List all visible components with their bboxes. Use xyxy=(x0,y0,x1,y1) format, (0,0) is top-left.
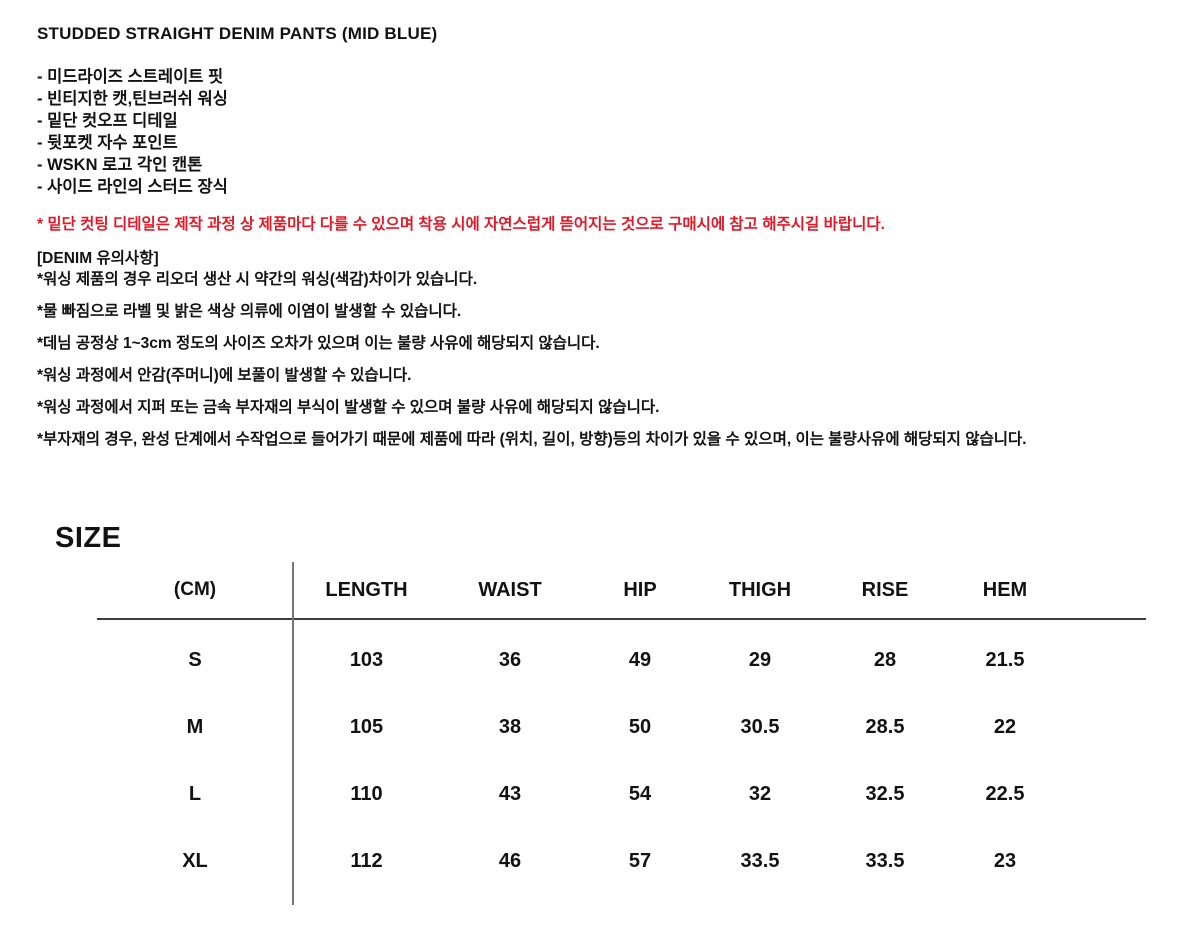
value-waist: 43 xyxy=(498,783,522,805)
size-label: L xyxy=(188,783,202,805)
value-rise: 28 xyxy=(873,649,897,671)
caution-item: *워싱 제품의 경우 리오더 생산 시 약간의 워싱(색감)차이가 있습니다. xyxy=(37,271,478,288)
value-thigh: 29 xyxy=(748,649,772,671)
denim-caution-list: *워싱 제품의 경우 리오더 생산 시 약간의 워싱(색감)차이가 있습니다. … xyxy=(37,272,1027,464)
col-header-hip: HIP xyxy=(623,578,657,601)
size-row-s: S 103 36 49 29 28 21.5 xyxy=(97,627,1146,694)
col-header-rise: RISE xyxy=(861,578,909,601)
value-hip: 54 xyxy=(628,783,652,805)
value-hem: 22.5 xyxy=(985,783,1025,805)
feature-item: - 사이드 라인의 스터드 장식 xyxy=(37,178,228,196)
feature-item: - WSKN 로고 각인 캔톤 xyxy=(37,156,203,174)
col-header-waist: WAIST xyxy=(478,578,542,601)
value-waist: 38 xyxy=(498,716,522,738)
value-rise: 33.5 xyxy=(865,850,905,872)
value-rise: 32.5 xyxy=(865,783,905,805)
feature-item: - 밑단 컷오프 디테일 xyxy=(37,112,178,130)
col-header-hem: HEM xyxy=(982,578,1028,601)
hem-cutting-warning: * 밑단 컷팅 디테일은 제작 과정 상 제품마다 다를 수 있으며 착용 시에… xyxy=(37,216,885,233)
denim-caution-title: [DENIM 유의사항] xyxy=(37,250,159,267)
caution-item: *데님 공정상 1~3cm 정도의 사이즈 오차가 있으며 이는 불량 사유에 … xyxy=(37,335,600,352)
feature-item: - 미드라이즈 스트레이트 핏 xyxy=(37,68,224,86)
table-vertical-divider xyxy=(292,562,294,905)
unit-label: (CM) xyxy=(173,579,217,600)
col-header-thigh: THIGH xyxy=(728,578,792,601)
size-table: (CM) LENGTH WAIST HIP THIGH RISE HEM S 1… xyxy=(97,562,1146,905)
value-thigh: 33.5 xyxy=(740,850,780,872)
value-hem: 21.5 xyxy=(985,649,1025,671)
value-hem: 22 xyxy=(993,716,1017,738)
size-table-body: S 103 36 49 29 28 21.5 M 105 38 50 30.5 … xyxy=(97,620,1146,905)
value-length: 103 xyxy=(349,649,384,671)
size-label: XL xyxy=(182,850,208,872)
value-hip: 57 xyxy=(628,850,652,872)
caution-item: *워싱 과정에서 지퍼 또는 금속 부자재의 부식이 발생할 수 있으며 불량 … xyxy=(37,399,660,416)
value-hem: 23 xyxy=(993,850,1017,872)
caution-item: *물 빠짐으로 라벨 및 밝은 색상 의류에 이염이 발생할 수 있습니다. xyxy=(37,303,462,320)
caution-item: *워싱 과정에서 안감(주머니)에 보풀이 발생할 수 있습니다. xyxy=(37,367,412,384)
size-heading: SIZE xyxy=(55,522,122,554)
value-length: 105 xyxy=(349,716,384,738)
feature-item: - 빈티지한 캣,틴브러쉬 워싱 xyxy=(37,90,228,108)
size-label: M xyxy=(186,716,204,738)
size-row-l: L 110 43 54 32 32.5 22.5 xyxy=(97,761,1146,828)
value-length: 110 xyxy=(350,783,383,805)
feature-list: - 미드라이즈 스트레이트 핏 - 빈티지한 캣,틴브러쉬 워싱 - 밑단 컷오… xyxy=(37,66,228,198)
value-hip: 50 xyxy=(628,716,652,738)
value-thigh: 32 xyxy=(748,783,772,805)
size-label: S xyxy=(188,649,202,671)
caution-item: *부자재의 경우, 완성 단계에서 수작업으로 들어가기 때문에 제품에 따라 … xyxy=(37,431,1027,448)
value-waist: 46 xyxy=(498,850,522,872)
value-length: 112 xyxy=(350,850,383,872)
feature-item: - 뒷포켓 자수 포인트 xyxy=(37,134,178,152)
product-title: STUDDED STRAIGHT DENIM PANTS (MID BLUE) xyxy=(37,24,438,43)
value-hip: 49 xyxy=(628,649,652,671)
value-waist: 36 xyxy=(498,649,522,671)
size-table-header-row: (CM) LENGTH WAIST HIP THIGH RISE HEM xyxy=(97,562,1146,618)
size-row-xl: XL 112 46 57 33.5 33.5 23 xyxy=(97,828,1146,895)
value-rise: 28.5 xyxy=(865,716,905,738)
value-thigh: 30.5 xyxy=(740,716,780,738)
col-header-length: LENGTH xyxy=(325,578,408,601)
size-row-m: M 105 38 50 30.5 28.5 22 xyxy=(97,694,1146,761)
table-header-divider xyxy=(97,618,1146,620)
